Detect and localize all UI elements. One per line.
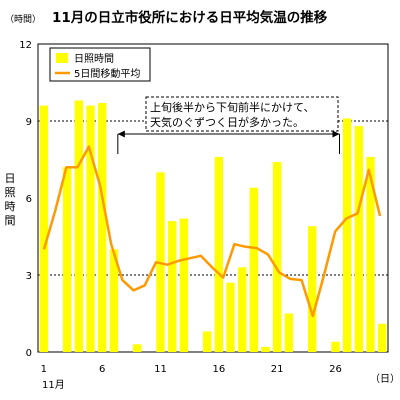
annotation-box <box>145 96 339 132</box>
bar-day-20 <box>261 346 270 352</box>
bar-series <box>39 100 387 353</box>
y-axis-label: 日照時間 <box>5 172 16 227</box>
x-tick-label-16: 16 <box>212 364 225 375</box>
legend-label-sunshine: 日照時間 <box>74 53 114 65</box>
y-tick-label-9: 9 <box>26 117 32 128</box>
bar-day-6 <box>97 103 107 353</box>
annotation-line-2: 天気のぐずつく日が多かった。 <box>150 115 304 129</box>
x-unit-label: （日） <box>370 373 400 385</box>
bar-day-7 <box>109 249 119 352</box>
bar-day-26 <box>331 341 340 352</box>
x-tick-label-11: 11 <box>154 364 167 375</box>
bar-day-18 <box>237 267 247 352</box>
legend-label-moving-average: 5日間移動平均 <box>74 67 140 80</box>
bar-day-5 <box>86 105 95 352</box>
x-tick-label-1: 1 <box>41 364 47 375</box>
y-tick-labels: 0 3 6 9 12 <box>19 40 32 359</box>
bar-day-17 <box>226 282 235 352</box>
bar-day-21 <box>272 162 282 352</box>
bar-day-9 <box>132 344 142 352</box>
bar-day-27 <box>342 118 352 352</box>
bar-day-15 <box>202 331 212 352</box>
bar-day-16 <box>214 156 224 352</box>
y-tick-label-0: 0 <box>26 348 32 359</box>
bar-day-24 <box>307 226 317 352</box>
y-axis-label-char-1: 照 <box>5 186 16 199</box>
bar-day-29 <box>366 156 375 352</box>
bracket-arrow-left <box>117 130 125 138</box>
bar-day-19 <box>249 187 259 352</box>
bar-day-12 <box>167 221 177 352</box>
y-axis-label-char-0: 日 <box>5 172 16 185</box>
bar-day-22 <box>284 313 294 352</box>
y-unit-label: （時間） <box>5 14 41 25</box>
legend: 日照時間 5日間移動平均 <box>49 47 151 82</box>
annotation-line-1: 上旬後半から下旬前半にかけて、 <box>150 100 314 114</box>
plot-area <box>37 43 389 353</box>
legend-swatch-sunshine <box>56 53 68 63</box>
chart-title: 11月の日立市役所における日平均気温の推移 <box>52 9 328 26</box>
bar-day-28 <box>354 126 364 352</box>
y-axis-label-char-2: 時 <box>5 200 16 213</box>
x-tick-label-26: 26 <box>329 364 342 375</box>
x-tick-label-21: 21 <box>271 364 284 375</box>
bar-day-3 <box>62 167 72 352</box>
moving-average-line <box>42 145 382 318</box>
bracket-arrow-right <box>332 130 340 138</box>
y-tick-label-6: 6 <box>26 194 32 205</box>
bar-day-4 <box>74 100 84 352</box>
annotation-bracket <box>117 130 340 154</box>
bar-day-13 <box>179 218 189 352</box>
bar-day-30 <box>377 323 387 352</box>
y-axis-label-char-3: 間 <box>5 214 16 227</box>
y-tick-label-3: 3 <box>26 271 32 282</box>
x-tick-label-6: 6 <box>99 364 105 375</box>
y-tick-label-12: 12 <box>19 40 32 51</box>
bar-day-1 <box>39 105 49 352</box>
x-tick-labels: 1 6 11 16 21 26 <box>41 364 342 375</box>
x-month-label: 11月 <box>42 379 65 391</box>
